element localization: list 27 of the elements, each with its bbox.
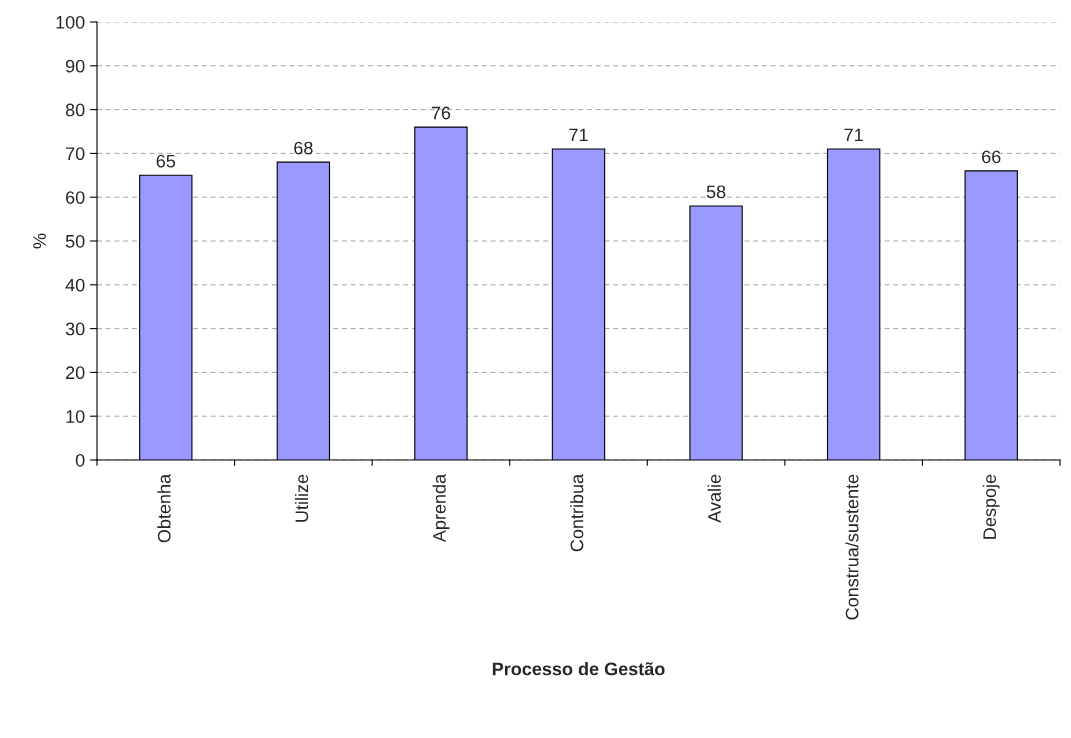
y-tick-label: 50 [65, 234, 85, 248]
data-label: 66 [982, 150, 1001, 164]
y-tick-label: 30 [65, 322, 85, 336]
y-tick-label: 100 [56, 15, 85, 29]
y-tick-label: 40 [65, 278, 85, 292]
y-tick-label: 10 [66, 410, 85, 423]
y-tick-label: 20 [66, 366, 85, 380]
y-tick-label: 60 [66, 191, 85, 204]
x-axis-title: Processo de Gestão [492, 662, 665, 676]
y-tick-label: 70 [66, 147, 85, 161]
data-label: 71 [844, 128, 863, 142]
data-label: 71 [569, 128, 588, 142]
x-tick-label: Utilize [294, 474, 309, 522]
x-tick-label: Contribua [570, 473, 584, 552]
x-tick-label: Construa/sustente [845, 474, 859, 620]
data-label: 68 [294, 141, 313, 155]
x-tick-label: Avalie [707, 474, 721, 523]
data-label: 58 [706, 185, 726, 199]
y-axis-title: % [33, 233, 46, 249]
y-tick-label: 0 [75, 453, 85, 467]
y-tick-label: 80 [65, 103, 85, 117]
data-label: 76 [431, 106, 451, 120]
x-tick-label: Obtenha [157, 473, 171, 543]
x-tick-label: Aprenda [432, 473, 450, 543]
y-tick-label: 90 [65, 59, 85, 73]
x-tick-label: Despoje [982, 474, 1000, 539]
data-label: 65 [156, 154, 176, 168]
